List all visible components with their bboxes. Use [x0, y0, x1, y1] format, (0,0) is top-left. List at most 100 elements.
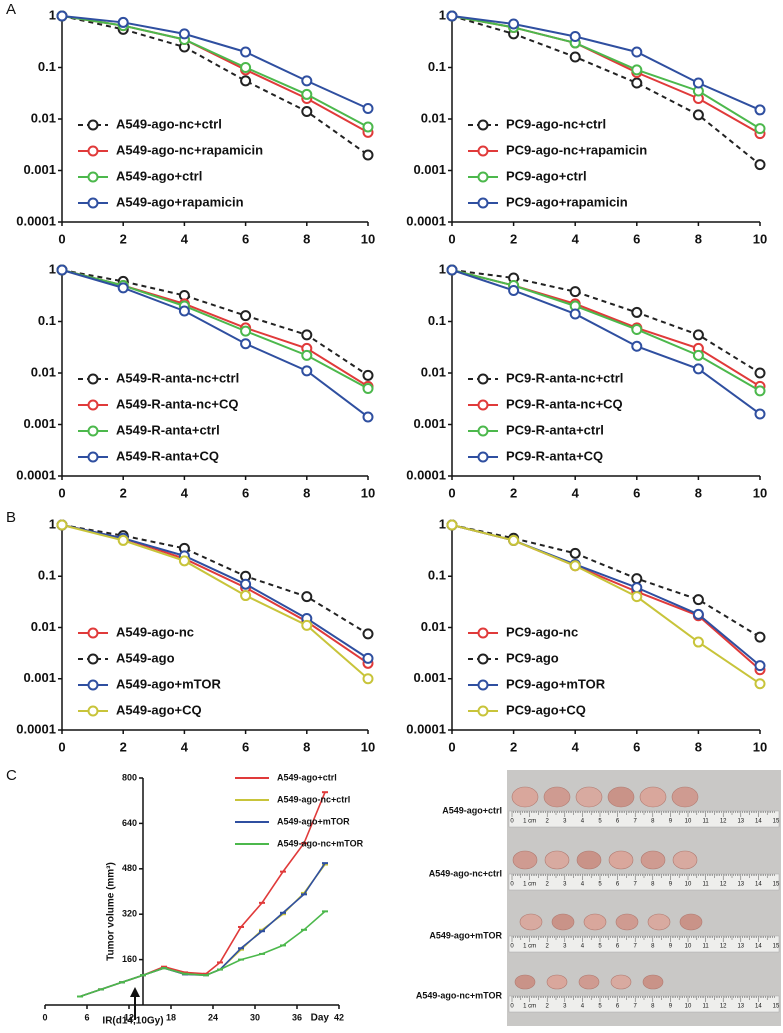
series-line: [451, 269, 761, 415]
legend-marker: [87, 197, 99, 209]
data-point: [362, 121, 374, 133]
x-tick-label: 0: [58, 739, 65, 754]
legend-label: PC9-ago: [506, 650, 559, 665]
data-point: [240, 310, 252, 322]
y-tick-label: 0.1: [38, 568, 56, 583]
x-tick-label: 18: [166, 1012, 176, 1022]
y-tick-label: 0.0001: [406, 467, 446, 482]
x-tick-label: 36: [292, 1012, 302, 1022]
data-point: [754, 104, 766, 116]
data-point: [240, 75, 252, 87]
data-point: [301, 349, 313, 361]
data-point: [240, 62, 252, 73]
ruler-label: 7: [634, 819, 638, 825]
legend-marker: [477, 373, 489, 385]
tumor: [546, 974, 568, 990]
series-line: [61, 15, 369, 110]
y-tick-label: 0.0001: [406, 721, 446, 736]
legend-label: PC9-R-anta-nc+ctrl: [506, 370, 623, 385]
ruler-label: 10: [685, 882, 692, 888]
y-tick-label: 0.1: [38, 313, 56, 328]
ruler-label: 13: [737, 819, 744, 825]
ruler-label: 11: [702, 819, 709, 825]
ruler-label: 9: [669, 944, 673, 950]
tumor: [544, 850, 570, 870]
y-tick-label: 800: [122, 772, 137, 782]
row-label: A549-ago-nc+mTOR: [416, 990, 503, 1000]
ruler-label: 3: [563, 1004, 567, 1010]
data-point: [631, 323, 643, 335]
data-point: [446, 519, 458, 531]
data-point: [631, 46, 643, 58]
x-tick-label: 8: [303, 739, 310, 754]
legend-marker: [477, 627, 489, 639]
data-point: [240, 590, 252, 602]
legend-label: PC9-ago+ctrl: [506, 168, 587, 183]
x-tick-label: 4: [181, 739, 189, 754]
x-tick-label: 2: [120, 231, 127, 246]
series-line: [61, 524, 369, 665]
ruler-label: 5: [598, 819, 602, 825]
data-point: [508, 18, 520, 30]
x-tick-label: 2: [120, 739, 127, 754]
data-point: [117, 16, 129, 28]
y-axis-label: Tumor volume (mm³): [106, 862, 117, 961]
x-tick-label: 6: [242, 739, 249, 754]
legend-marker: [477, 145, 489, 157]
ruler-label: 3: [563, 882, 567, 888]
ruler-label: 1 cm: [523, 944, 536, 950]
tumor: [672, 850, 698, 870]
data-point: [117, 282, 129, 294]
ruler-label: 7: [634, 1004, 638, 1010]
series-line: [79, 864, 326, 998]
legend-label: PC9-ago+mTOR: [506, 676, 606, 691]
y-tick-label: 0.0001: [16, 213, 56, 228]
legend-marker: [477, 653, 489, 665]
tumor: [575, 786, 603, 808]
x-tick-label: 2: [510, 485, 517, 500]
ruler-label: 5: [598, 944, 602, 950]
data-point: [754, 631, 766, 643]
y-tick-label: 480: [122, 863, 137, 873]
series-line: [451, 15, 761, 166]
data-point: [631, 591, 643, 603]
data-point: [56, 10, 68, 22]
series-line: [61, 524, 369, 635]
y-tick-label: 0.0001: [16, 721, 56, 736]
data-point: [569, 286, 581, 298]
x-tick-label: 30: [250, 1012, 260, 1022]
x-tick-label: 0: [448, 739, 455, 754]
legend-label: A549-ago+ctrl: [116, 168, 202, 183]
data-point: [631, 582, 643, 594]
ruler-label: 1 cm: [523, 819, 536, 825]
x-tick-label: 4: [572, 485, 580, 500]
ruler-label: 8: [651, 944, 655, 950]
data-point: [754, 123, 766, 135]
data-point: [692, 594, 704, 606]
x-tick-label: 12: [124, 1012, 134, 1022]
x-tick-label: 2: [510, 739, 517, 754]
y-tick-label: 0.01: [31, 619, 56, 634]
data-point: [301, 591, 313, 603]
data-point: [178, 28, 190, 40]
data-point: [508, 534, 520, 546]
x-tick-label: 6: [242, 231, 249, 246]
data-point: [569, 30, 581, 42]
panel-label: A: [6, 1, 16, 18]
x-tick-label: 4: [181, 485, 189, 500]
tumor: [511, 786, 539, 808]
ruler-label: 13: [737, 882, 744, 888]
legend-marker: [477, 197, 489, 209]
y-tick-label: 0.1: [428, 313, 446, 328]
ruler-label: 14: [755, 882, 762, 888]
ruler-label: 6: [616, 944, 620, 950]
ruler-label: 15: [773, 882, 780, 888]
legend-marker: [87, 399, 99, 411]
data-point: [362, 652, 374, 664]
data-point: [631, 340, 643, 352]
legend-marker: [87, 373, 99, 385]
y-tick-label: 1: [439, 516, 446, 531]
data-point: [569, 560, 581, 572]
tumor: [671, 786, 699, 808]
